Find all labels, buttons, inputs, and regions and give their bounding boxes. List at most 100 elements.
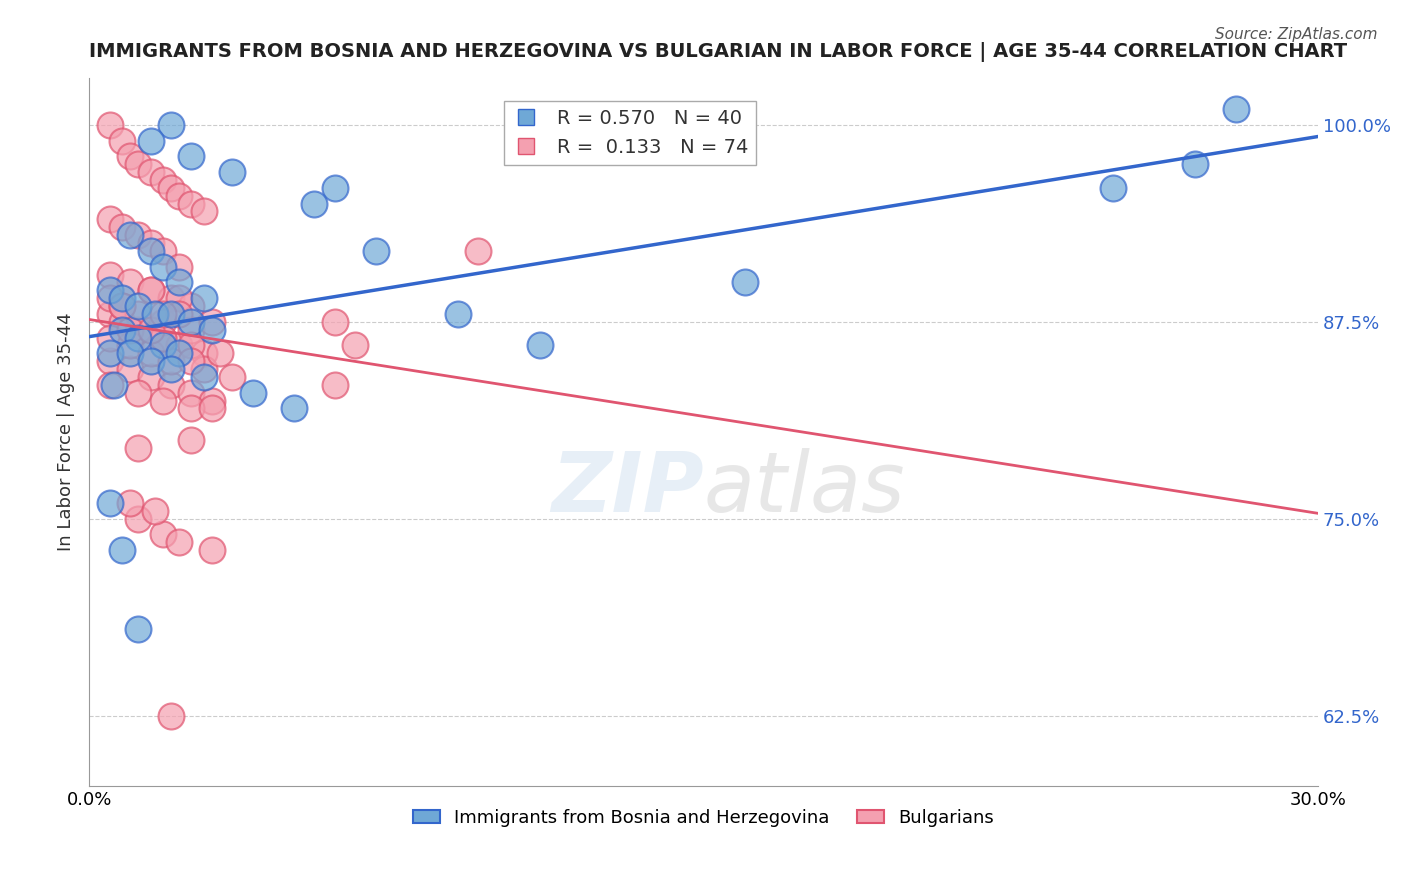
Point	[111, 315, 134, 329]
Point	[180, 354, 202, 368]
Point	[193, 291, 215, 305]
Point	[160, 118, 183, 132]
Point	[111, 134, 134, 148]
Point	[127, 622, 149, 636]
Point	[167, 338, 190, 352]
Point	[160, 307, 183, 321]
Point	[98, 212, 121, 227]
Point	[160, 708, 183, 723]
Point	[139, 323, 162, 337]
Point	[201, 323, 224, 337]
Point	[118, 149, 141, 163]
Point	[160, 291, 183, 305]
Point	[180, 401, 202, 416]
Point	[167, 260, 190, 274]
Point	[152, 393, 174, 408]
Point	[111, 299, 134, 313]
Text: atlas: atlas	[703, 449, 905, 529]
Point	[111, 220, 134, 235]
Point	[152, 260, 174, 274]
Point	[152, 338, 174, 352]
Point	[734, 276, 756, 290]
Point	[139, 244, 162, 258]
Point	[152, 244, 174, 258]
Point	[180, 149, 202, 163]
Point	[98, 118, 121, 132]
Point	[167, 535, 190, 549]
Point	[167, 307, 190, 321]
Point	[180, 338, 202, 352]
Point	[143, 307, 166, 321]
Point	[127, 323, 149, 337]
Point	[98, 377, 121, 392]
Point	[111, 299, 134, 313]
Point	[193, 346, 215, 360]
Point	[152, 330, 174, 344]
Point	[529, 338, 551, 352]
Point	[111, 543, 134, 558]
Point	[139, 134, 162, 148]
Point	[139, 354, 162, 368]
Point	[127, 157, 149, 171]
Point	[139, 370, 162, 384]
Point	[209, 346, 232, 360]
Point	[323, 377, 346, 392]
Point	[193, 204, 215, 219]
Point	[127, 228, 149, 243]
Point	[180, 385, 202, 400]
Point	[139, 165, 162, 179]
Point	[221, 370, 243, 384]
Point	[139, 283, 162, 297]
Point	[1102, 181, 1125, 195]
Point	[364, 244, 387, 258]
Point	[344, 338, 367, 352]
Point	[201, 393, 224, 408]
Point	[201, 315, 224, 329]
Point	[118, 346, 141, 360]
Point	[152, 315, 174, 329]
Point	[127, 299, 149, 313]
Point	[152, 330, 174, 344]
Point	[193, 362, 215, 376]
Point	[167, 188, 190, 202]
Y-axis label: In Labor Force | Age 35-44: In Labor Force | Age 35-44	[58, 313, 75, 551]
Point	[127, 330, 149, 344]
Text: Source: ZipAtlas.com: Source: ZipAtlas.com	[1215, 27, 1378, 42]
Point	[98, 346, 121, 360]
Point	[180, 433, 202, 447]
Point	[118, 276, 141, 290]
Point	[323, 315, 346, 329]
Point	[304, 196, 326, 211]
Point	[98, 283, 121, 297]
Point	[111, 323, 134, 337]
Point	[193, 370, 215, 384]
Point	[160, 181, 183, 195]
Point	[143, 504, 166, 518]
Point	[167, 276, 190, 290]
Point	[118, 228, 141, 243]
Point	[152, 173, 174, 187]
Point	[139, 346, 162, 360]
Point	[180, 315, 202, 329]
Point	[98, 496, 121, 510]
Point	[1184, 157, 1206, 171]
Point	[118, 496, 141, 510]
Point	[152, 527, 174, 541]
Legend: Immigrants from Bosnia and Herzegovina, Bulgarians: Immigrants from Bosnia and Herzegovina, …	[406, 802, 1001, 834]
Point	[180, 196, 202, 211]
Point	[127, 385, 149, 400]
Point	[103, 377, 125, 392]
Point	[221, 165, 243, 179]
Point	[98, 354, 121, 368]
Point	[160, 354, 183, 368]
Point	[152, 307, 174, 321]
Point	[467, 244, 489, 258]
Point	[127, 511, 149, 525]
Point	[127, 441, 149, 455]
Point	[201, 543, 224, 558]
Point	[139, 235, 162, 250]
Text: ZIP: ZIP	[551, 449, 703, 529]
Point	[111, 291, 134, 305]
Point	[98, 330, 121, 344]
Point	[160, 362, 183, 376]
